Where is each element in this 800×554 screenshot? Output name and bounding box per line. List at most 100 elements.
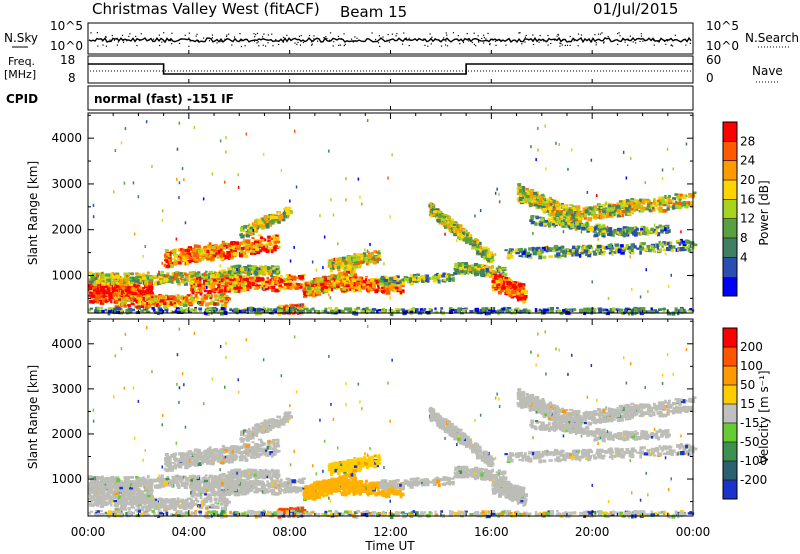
power-echo	[539, 198, 542, 201]
power-echo	[481, 264, 485, 267]
power-echo	[564, 254, 567, 258]
power-echo	[457, 230, 460, 234]
power-echo	[246, 226, 251, 230]
power-echo	[307, 286, 311, 290]
power-echo	[108, 285, 112, 288]
noise-search-dot	[531, 39, 533, 41]
power-echo	[200, 286, 204, 290]
power-echo	[323, 277, 327, 282]
noise-search-dot	[356, 37, 358, 39]
power-echo	[248, 285, 252, 289]
power-echo	[206, 247, 211, 251]
power-echo	[114, 305, 119, 308]
power-echo	[348, 284, 352, 289]
noise-search-dot	[547, 44, 549, 46]
power-echo	[163, 302, 167, 305]
power-echo	[260, 217, 263, 220]
power-echo	[596, 244, 602, 249]
power-echo	[213, 243, 218, 247]
power-echo	[512, 292, 516, 296]
power-echo	[468, 243, 474, 246]
power-echo	[293, 310, 298, 314]
power-echo	[177, 271, 182, 276]
power-echo	[261, 266, 266, 271]
power-echo	[460, 234, 464, 239]
power-echo	[95, 276, 98, 280]
power-echo	[433, 212, 437, 215]
power-echo	[265, 223, 269, 227]
power-echo	[322, 290, 325, 295]
power-echo	[474, 247, 480, 251]
power-echo	[107, 287, 111, 291]
power-echo	[229, 279, 234, 282]
power-echo	[287, 277, 290, 281]
power-echo	[92, 300, 95, 304]
power-echo	[425, 277, 429, 281]
noise-search-dot	[244, 39, 246, 41]
power-echo	[376, 258, 379, 262]
power-echo	[533, 203, 538, 207]
power-echo	[122, 293, 127, 297]
power-echo	[252, 266, 255, 271]
power-echo	[449, 227, 452, 231]
power-echo	[97, 277, 102, 281]
noise-search-dot	[521, 43, 523, 45]
power-echo	[400, 289, 405, 293]
noise-trace	[88, 32, 692, 48]
freq-right-tick-top: 60	[706, 53, 721, 67]
power-echo	[284, 207, 289, 211]
power-echo	[217, 249, 222, 254]
power-echo	[330, 284, 334, 287]
power-echo	[315, 282, 319, 287]
power-echo	[164, 249, 169, 253]
power-echo	[493, 273, 498, 278]
power-echo	[119, 276, 122, 279]
power-echo	[342, 286, 346, 291]
noise-search-dot	[408, 44, 410, 47]
noise-search-dot	[256, 42, 258, 44]
power-echo	[223, 246, 226, 249]
noise-search-dot	[618, 32, 620, 34]
power-echo	[407, 280, 410, 284]
power-echo	[271, 243, 277, 247]
power-echo	[191, 288, 194, 293]
power-echo	[482, 264, 487, 267]
power-echo	[169, 301, 173, 306]
power-echo	[469, 237, 473, 242]
noise-search-dot	[201, 40, 203, 43]
power-echo	[221, 269, 226, 272]
power-echo	[237, 264, 242, 269]
noise-left-label: N.Sky	[4, 31, 38, 45]
power-echo	[244, 281, 248, 286]
noise-search-dot	[105, 45, 108, 47]
power-echo	[258, 249, 263, 253]
power-echo	[260, 265, 264, 270]
power-echo	[255, 218, 259, 223]
power-echo	[186, 252, 192, 256]
power-echo	[186, 254, 189, 259]
power-echo	[296, 283, 301, 286]
power-echo	[110, 300, 113, 304]
power-echo	[508, 290, 513, 295]
power-echo	[254, 271, 259, 276]
power-echo	[153, 281, 157, 286]
power-echo	[430, 209, 435, 212]
power-echo	[220, 297, 225, 300]
power-echo	[587, 253, 592, 258]
power-echo	[210, 256, 215, 260]
noise-search-dot	[240, 40, 242, 42]
power-echo	[331, 260, 336, 265]
power-echo	[285, 274, 289, 277]
power-echo	[362, 283, 366, 287]
power-echo	[177, 301, 180, 305]
power-echo	[343, 284, 346, 289]
frequency-line	[88, 63, 693, 75]
power-echo	[379, 280, 384, 284]
power-echo	[96, 273, 99, 277]
power-echo	[305, 290, 309, 295]
noise-search-dot	[332, 45, 334, 47]
power-echo	[484, 249, 488, 252]
power-echo	[299, 304, 304, 308]
power-echo	[350, 273, 354, 276]
power-echo	[361, 260, 365, 264]
